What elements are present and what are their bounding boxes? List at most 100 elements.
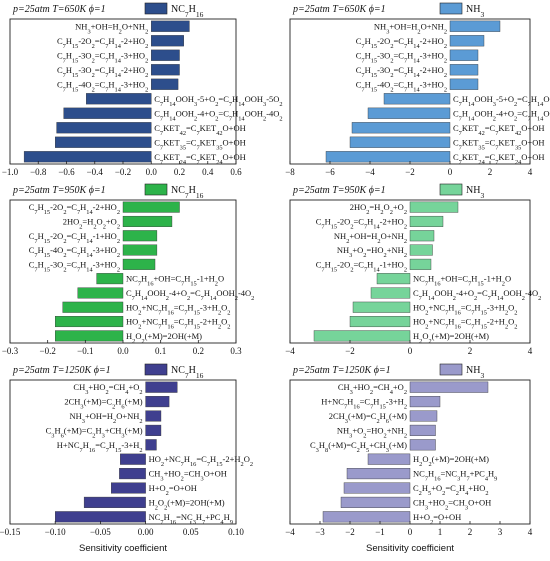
x-tick-label: −0.3 bbox=[2, 346, 19, 356]
reaction-label: C7H15-3O2=C7H14-2+HO2 bbox=[356, 65, 447, 79]
reaction-label: C7KET42=C7KET42O+OH bbox=[154, 123, 246, 137]
bar bbox=[151, 20, 190, 32]
bar bbox=[151, 64, 180, 76]
bar bbox=[151, 49, 180, 61]
reaction-label: C7KET35=C7KET35O+OH bbox=[453, 137, 545, 151]
reaction-label: C3H8(+M)=C2H5+CH3(+M) bbox=[310, 440, 407, 454]
legend-label: NH3 bbox=[466, 185, 484, 200]
x-tick-label: 2 bbox=[488, 167, 493, 177]
bar bbox=[55, 511, 146, 523]
reaction-label: 2HO2=H2O2+O2 bbox=[350, 202, 407, 216]
bar bbox=[449, 64, 479, 76]
x-tick-label: 0.6 bbox=[230, 167, 242, 177]
reaction-label: NH2+OH=H2O+NH2 bbox=[334, 231, 407, 245]
bar bbox=[151, 35, 184, 47]
x-tick-label: −4 bbox=[365, 167, 375, 177]
bar bbox=[409, 424, 436, 436]
x-tick-label: −1.0 bbox=[2, 167, 19, 177]
x-tick-label: −1 bbox=[375, 527, 385, 537]
reaction-label: C7H14OOH2-4+O2=C7H14OOH2-4O2 bbox=[126, 288, 254, 302]
reaction-label: H2O2(+M)=2OH(+M) bbox=[413, 331, 489, 345]
reaction-label: C7H14OOH3-5+O2=C7H14OOH3-5O2 bbox=[453, 94, 550, 108]
bar bbox=[313, 330, 411, 342]
bar bbox=[119, 468, 146, 480]
x-tick-label: 0 bbox=[408, 527, 413, 537]
panel-header: p=25atm T=950K ϕ=1 bbox=[12, 185, 106, 196]
reaction-label: C7H15-3O2=C7H14-3+HO2 bbox=[356, 50, 447, 64]
panel-1: p=25atm T=650K ϕ=1 NC7H16NH3+OH=H2O+NH2C7… bbox=[2, 2, 283, 177]
legend-label: NC7H16 bbox=[171, 365, 204, 380]
legend-label: NH3 bbox=[466, 4, 484, 19]
bar bbox=[449, 35, 485, 47]
x-tick-label: 0.3 bbox=[230, 346, 242, 356]
bar bbox=[111, 482, 146, 494]
reaction-label: NH3+OH=H2O+NH2 bbox=[374, 21, 447, 35]
bar bbox=[370, 287, 411, 299]
reaction-label: H+NC7H16=C7H15-3+H2 bbox=[321, 397, 407, 411]
reaction-label: 2CH3(+M)=C2H6(+M) bbox=[329, 411, 407, 425]
bar bbox=[62, 301, 124, 313]
x-axis-title: Sensitivity coefficient bbox=[366, 543, 454, 554]
x-tick-label: 4 bbox=[528, 167, 533, 177]
bar bbox=[409, 201, 459, 213]
reaction-label: C3H6(+M)=C2H3+CH3(+M) bbox=[46, 425, 143, 439]
legend-label: NC7H16 bbox=[171, 185, 204, 200]
x-tick-label: 0.4 bbox=[202, 167, 214, 177]
reaction-label: H2O2(+M)=2OH(+M) bbox=[126, 331, 202, 345]
legend-swatch bbox=[144, 183, 168, 196]
bar bbox=[409, 244, 433, 256]
reaction-label: NC7H16+OH=C7H15-1+H2O bbox=[126, 274, 224, 288]
bar bbox=[55, 316, 124, 328]
x-tick-label: −0.15 bbox=[0, 527, 21, 537]
x-tick-label: −0.2 bbox=[40, 346, 56, 356]
x-tick-label: 0.00 bbox=[138, 527, 154, 537]
x-tick-label: 0.1 bbox=[155, 346, 166, 356]
bar bbox=[122, 215, 173, 227]
panel-4: p=25atm T=950K ϕ=1 NH32HO2=H2O2+O2C7H15-2… bbox=[285, 183, 541, 356]
bar bbox=[77, 287, 124, 299]
bar bbox=[120, 453, 146, 465]
x-tick-label: 0.0 bbox=[117, 346, 129, 356]
bar bbox=[122, 230, 158, 242]
x-tick-label: −3 bbox=[315, 527, 325, 537]
x-tick-label: −2 bbox=[345, 346, 355, 356]
reaction-label: HO2+NC7H16=C7H15-3+H2O2 bbox=[126, 302, 230, 316]
reaction-label: HO2+NC7H16=C7H15-3+H2O2 bbox=[413, 302, 517, 316]
reaction-label: C7H15-2O2=C7H14-1+HO2 bbox=[316, 259, 407, 273]
bar bbox=[376, 273, 411, 285]
bar bbox=[96, 273, 124, 285]
x-tick-label: −0.4 bbox=[87, 167, 104, 177]
x-tick-label: 0.2 bbox=[174, 167, 185, 177]
bar bbox=[383, 93, 451, 105]
reaction-label: H+O2=O+OH bbox=[149, 483, 197, 497]
bar bbox=[145, 410, 162, 422]
x-tick-label: 1 bbox=[438, 527, 443, 537]
reaction-label: C7H15-4O2=C7H14-3+HO2 bbox=[356, 79, 447, 93]
bar bbox=[449, 49, 479, 61]
reaction-label: C7H14OOH3-5+O2=C7H14OOH3-5O2 bbox=[154, 94, 282, 108]
bar bbox=[409, 396, 441, 408]
x-tick-label: −0.8 bbox=[30, 167, 47, 177]
bar bbox=[349, 316, 411, 328]
x-tick-label: −8 bbox=[285, 167, 295, 177]
reaction-label: 2HO2=H2O2+O2 bbox=[63, 216, 120, 230]
reaction-label: NH3+O2=HO2+NH2 bbox=[337, 425, 407, 439]
reaction-label: NC7H16=NC3H7+PC4H9 bbox=[413, 469, 497, 483]
legend-swatch bbox=[144, 363, 168, 376]
reaction-label: C7H15-3O2=C7H14-3+HO2 bbox=[57, 50, 148, 64]
x-tick-label: 0.10 bbox=[228, 527, 244, 537]
bar bbox=[86, 93, 152, 105]
reaction-label: CH3+HO2=CH3O+OH bbox=[149, 469, 227, 483]
bar bbox=[122, 201, 180, 213]
panel-header: p=25atm T=1250K ϕ=1 bbox=[12, 365, 111, 376]
x-tick-label: −6 bbox=[325, 167, 335, 177]
x-axis-title: Sensitivity coefficient bbox=[79, 543, 167, 554]
reaction-label: C7H14OOH2-4+O2=C7H14OOH2-4O2 bbox=[413, 288, 541, 302]
reaction-label: CH3+HO2=CH3O+OH bbox=[413, 497, 491, 511]
x-tick-label: 0.2 bbox=[193, 346, 204, 356]
reaction-label: NC7H16+OH=C7H15-1+H2O bbox=[413, 274, 511, 288]
reaction-label: 2CH3(+M)=C2H6(+M) bbox=[64, 397, 142, 411]
bar bbox=[449, 78, 479, 90]
x-tick-label: −2 bbox=[345, 527, 355, 537]
